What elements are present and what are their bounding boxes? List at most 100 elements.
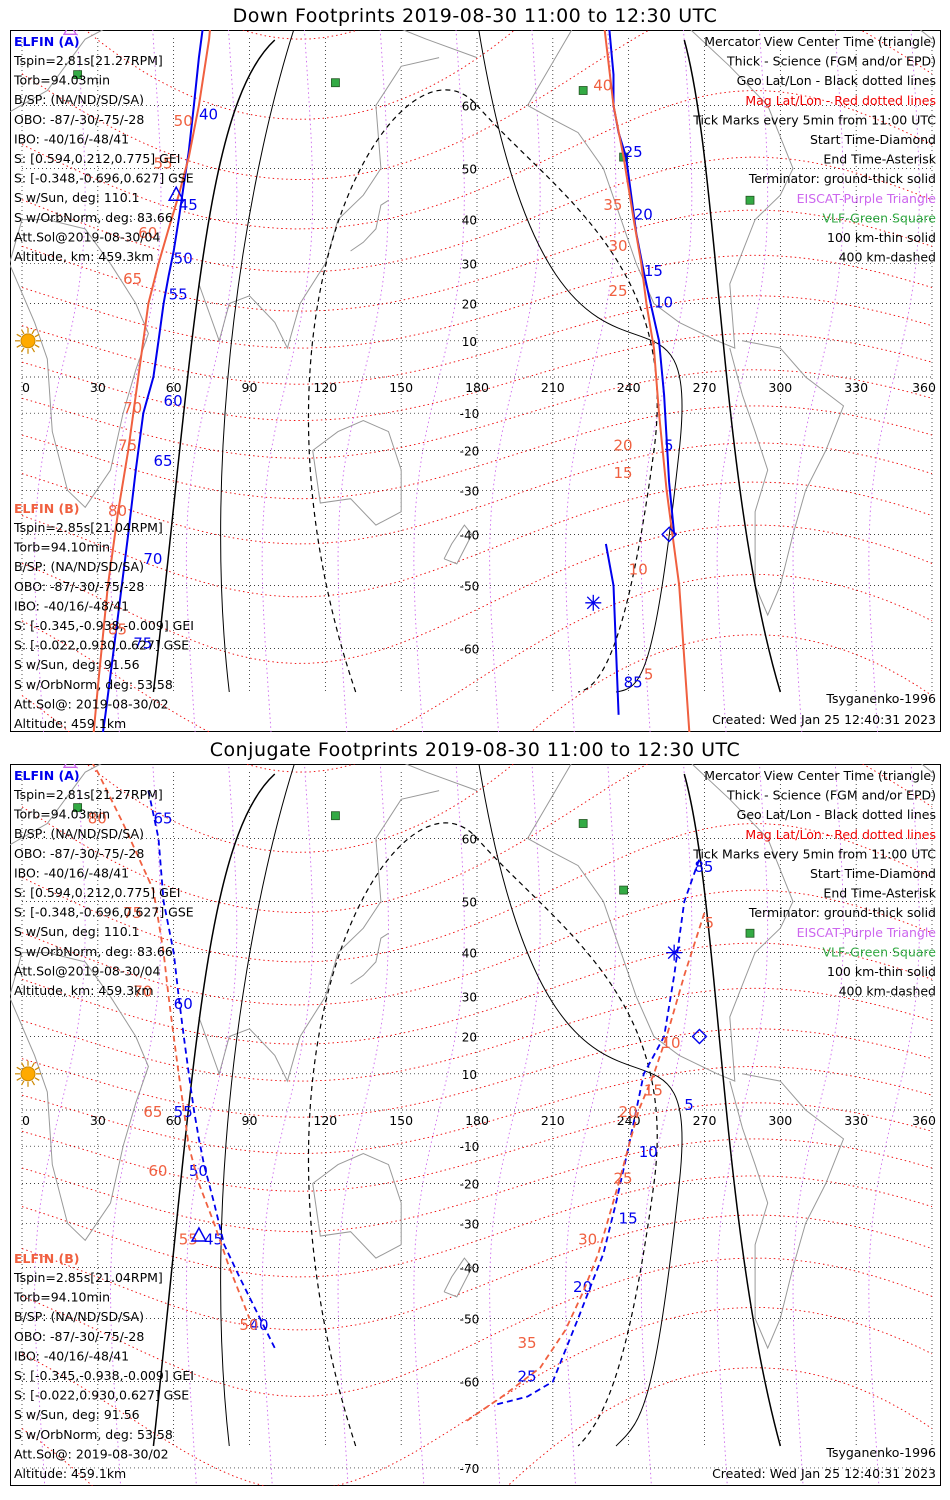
legend-entry: Terminator: ground-thick solid [748,171,936,186]
elfin-a-info-line: S: [-0.348,-0.696,0.627] GSE [14,171,194,186]
mag-lat-line [21,1102,933,1192]
tick-time-label: 75 [133,635,152,653]
tick-time-label: 10 [629,560,648,578]
elfin-b-info-line: S: [-0.022,0.930,0.627] GSE [14,638,189,653]
elfin-a-info-line: IBO: -40/16/-48/41 [14,131,129,146]
elfin-a-info-line: Tspin=2.81s[21.27RPM] [13,53,163,68]
coastline [729,1073,845,1350]
tick-time-label: 15 [644,262,663,280]
lat-tick-label: -20 [460,1178,480,1192]
lon-tick-label: 270 [693,1113,717,1128]
lon-tick-label: 60 [166,380,182,395]
lat-tick-label: -40 [460,528,480,542]
lat-tick-label: 60 [462,832,477,846]
elfin-b-info-line: S: [-0.345,-0.938,-0.009] GEI [14,1368,194,1383]
sun-ray [16,1077,22,1081]
eiscat-triangle [62,30,78,36]
vlf-station-square [73,70,83,80]
sun-ray [34,333,40,338]
mag-lat-line [21,1138,933,1233]
lat-tick-label: 30 [462,258,477,272]
tick-time-label: 60 [148,1162,167,1180]
mag-lat-line [21,254,933,349]
lat-tick-label: 40 [462,947,477,961]
elfin-b-info-line: IBO: -40/16/-48/41 [14,598,129,613]
legend-entry: VLF-Green Square [822,210,936,225]
vlf-station-square [331,811,340,821]
sun-ray [20,329,25,335]
tick-time-label: 15 [614,464,633,482]
elfin-a-info-line: Torb=94.03min [13,73,110,88]
sun-ray [31,1080,36,1086]
elfin-b-info-line: OBO: -87/-30/-75/-28 [14,1329,144,1344]
tick-time-label: 15 [619,1209,638,1227]
legend-entry: End Time-Asterisk [823,152,936,167]
tick-time-label: 75 [123,904,142,922]
tick-time-label: 65 [143,1103,162,1121]
coastline [527,30,794,349]
tick-time-label: 85 [108,621,127,639]
elfin-a-info-line: S w/OrbNorm, deg: 83.66 [14,944,173,959]
elfin-b-info-line: IBO: -40/16/-48/41 [14,1348,129,1363]
lon-tick-label: 0 [22,380,30,395]
terminator-100km [220,30,683,693]
elfin-a-info-line: S: [-0.348,-0.696,0.627] GSE [14,905,194,920]
elfin-a-info-line: Torb=94.03min [13,807,110,822]
lon-tick-label: 30 [90,380,106,395]
tick-time-label: 40 [593,77,612,95]
lon-tick-label: 300 [768,1113,792,1128]
tick-time-label: 65 [123,270,142,288]
sun-ray [20,1080,25,1086]
sun-ray [16,344,22,348]
coastline [443,524,473,565]
elfin-a-name: ELFIN (A) [14,768,80,783]
legend-entry: Geo Lat/Lon - Black dotted lines [737,73,936,88]
track-elfinb [603,30,691,732]
track-elfinb [92,30,211,732]
legend-entry: Terminator: ground-thick solid [748,905,936,920]
elfin-b-info-line: B/SP: (NA/ND/SD/SA) [14,559,144,574]
terminator-400km [307,89,658,693]
elfin-b-info-line: S: [-0.022,0.930,0.627] GSE [14,1388,189,1403]
lat-tick-label: 50 [462,163,477,177]
view-center-triangle [190,1226,208,1242]
lat-tick-label: -40 [460,1261,480,1275]
coastline [10,764,478,846]
tick-time-label: 15 [644,1082,663,1100]
lon-tick-label: 150 [389,380,413,395]
mag-lat-line [21,1066,933,1154]
model-label: Tsyganenko-1996 [825,691,936,706]
tick-time-label: 80 [88,810,107,828]
lat-tick-label: 20 [462,297,477,311]
sun-ray [31,1062,36,1068]
vlf-station-square [578,86,588,95]
tick-time-label: 80 [108,502,127,520]
end-asterisk-marker [585,594,602,611]
coastline [729,340,845,617]
sun-disc [20,333,36,349]
elfin-a-info-line: S: [0.594,0.212,0.775] GEI [14,151,180,166]
coastline [198,57,440,350]
lat-tick-label: -30 [460,484,480,498]
mag-lat-line [21,1257,933,1397]
tick-time-label: 10 [639,1143,658,1161]
tick-time-label: 85 [694,858,713,876]
chart-frame [10,30,941,732]
lat-tick-label: -60 [460,643,480,657]
mag-lat-line [21,295,933,385]
tick-time-label: 70 [143,550,162,568]
lon-tick-label: 360 [912,1113,936,1128]
lon-tick-label: 120 [313,380,337,395]
lon-tick-label: 180 [465,1113,489,1128]
legend-entry: EISCAT-Purple Triangle [797,925,937,940]
elfin-a-info-line: Altitude, km: 459.3km [14,983,154,998]
terminator-ground-right [683,39,782,693]
tick-time-label: 25 [614,1170,633,1188]
legend-entry: Mercator View Center Time (triangle) [704,34,936,49]
created-label: Created: Wed Jan 25 12:40:31 2023 [712,1466,936,1481]
model-label: Tsyganenko-1996 [825,1445,936,1460]
tick-time-label: 60 [164,392,183,410]
lon-tick-label: 270 [693,380,717,395]
elfin-b-info-line: S w/OrbNorm, deg: 53.58 [14,1427,173,1442]
elfin-a-info-line: B/SP: (NA/ND/SD/SA) [14,92,144,107]
